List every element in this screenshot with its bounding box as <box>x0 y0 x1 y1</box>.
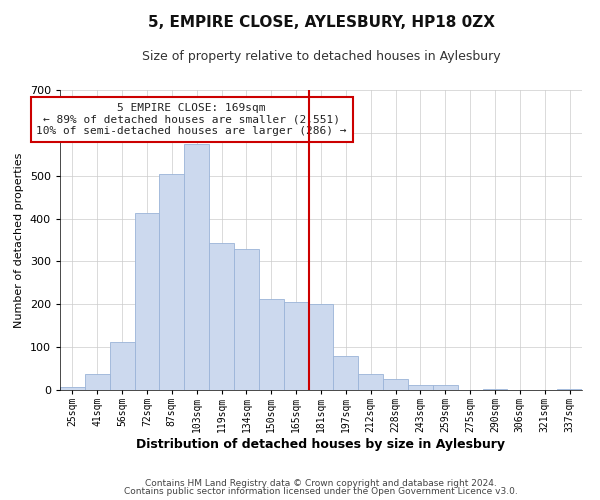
Bar <box>184 144 209 390</box>
Text: Contains HM Land Registry data © Crown copyright and database right 2024.: Contains HM Land Registry data © Crown c… <box>145 478 497 488</box>
Bar <box>234 250 259 390</box>
Bar <box>60 386 85 390</box>
Text: 5 EMPIRE CLOSE: 169sqm
← 89% of detached houses are smaller (2,551)
10% of semi-: 5 EMPIRE CLOSE: 169sqm ← 89% of detached… <box>37 103 347 136</box>
Bar <box>408 385 433 390</box>
Y-axis label: Number of detached properties: Number of detached properties <box>14 152 24 328</box>
Bar <box>334 356 358 390</box>
X-axis label: Distribution of detached houses by size in Aylesbury: Distribution of detached houses by size … <box>137 438 505 451</box>
Text: Contains public sector information licensed under the Open Government Licence v3: Contains public sector information licen… <box>124 487 518 496</box>
Text: Size of property relative to detached houses in Aylesbury: Size of property relative to detached ho… <box>142 50 500 63</box>
Bar <box>209 242 234 390</box>
Bar <box>284 302 308 390</box>
Bar <box>557 389 582 390</box>
Text: 5, EMPIRE CLOSE, AYLESBURY, HP18 0ZX: 5, EMPIRE CLOSE, AYLESBURY, HP18 0ZX <box>148 15 494 30</box>
Bar <box>308 304 334 390</box>
Bar <box>482 388 508 390</box>
Bar <box>433 385 458 390</box>
Bar <box>259 299 284 390</box>
Bar <box>85 374 110 390</box>
Bar <box>358 374 383 390</box>
Bar <box>383 380 408 390</box>
Bar <box>110 342 134 390</box>
Bar <box>160 174 184 390</box>
Bar <box>134 213 160 390</box>
